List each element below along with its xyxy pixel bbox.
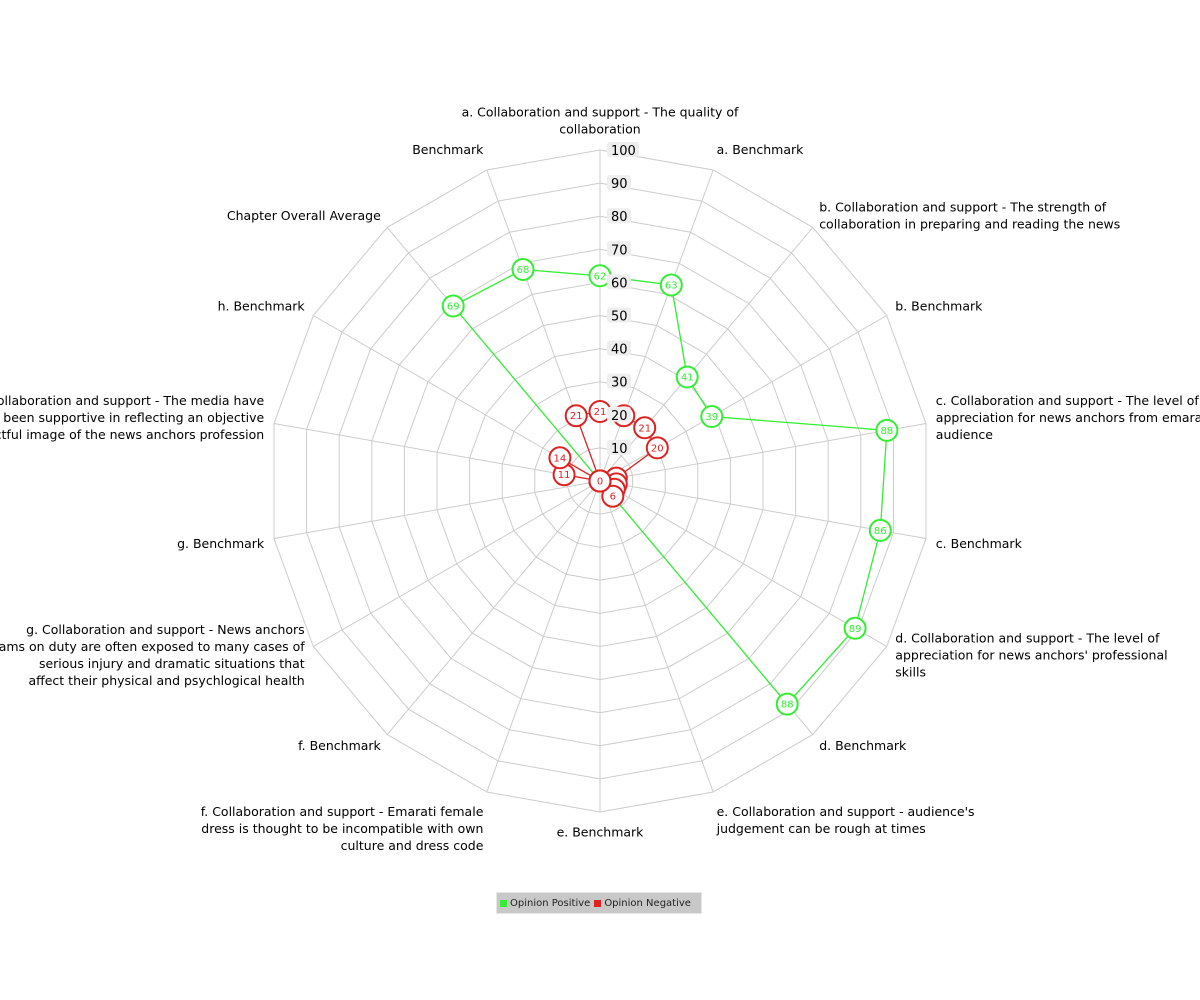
data-point xyxy=(843,616,867,640)
tick-label-80: 80 xyxy=(611,210,628,225)
data-point xyxy=(675,365,699,389)
data-label: 0 xyxy=(597,477,603,488)
legend-item-positive: Opinion Positive xyxy=(500,898,590,909)
data-label: 6 xyxy=(610,492,616,503)
legend-swatch-negative xyxy=(594,899,602,907)
legend: Opinion Positive Opinion Negative xyxy=(496,892,702,914)
grid-spoke-10 xyxy=(486,480,601,793)
data-point xyxy=(441,294,465,318)
grid-spoke-11 xyxy=(386,480,601,735)
series-0: 6263413988868988000000006968 xyxy=(441,258,899,716)
tick-label-100: 100 xyxy=(611,144,636,159)
legend-label-negative: Opinion Negative xyxy=(604,897,691,909)
grid-spoke-4 xyxy=(599,423,927,482)
axis-label-13: g. Benchmark xyxy=(177,536,265,551)
tick-bg-10 xyxy=(607,439,631,455)
tick-bg-60 xyxy=(607,274,631,290)
grid-spoke-8 xyxy=(599,480,714,793)
data-point xyxy=(564,404,588,428)
axis-label-6: d. Collaboration and support - The level… xyxy=(895,631,1167,680)
data-label: 20 xyxy=(651,443,664,454)
grid-spoke-14 xyxy=(273,423,601,482)
tick-label-40: 40 xyxy=(611,343,628,358)
data-label: 21 xyxy=(594,407,607,418)
tick-label-30: 30 xyxy=(611,376,628,391)
tick-label-90: 90 xyxy=(611,177,628,192)
data-point xyxy=(548,446,572,470)
axis-label-4: c. Collaboration and support - The level… xyxy=(936,393,1200,442)
data-label: 89 xyxy=(849,624,862,635)
axis-label-7: d. Benchmark xyxy=(819,738,907,753)
data-point xyxy=(645,436,669,460)
data-point xyxy=(868,518,892,542)
axis-label-14: h. Collaboration and support - The media… xyxy=(0,393,265,442)
grid-spoke-12 xyxy=(313,480,601,647)
tick-bg-70 xyxy=(607,241,631,257)
data-label: 68 xyxy=(517,265,530,276)
grid-spoke-13 xyxy=(273,480,601,539)
series-layer: 6263413988868988000000006968212121205556… xyxy=(441,258,899,716)
tick-bg-90 xyxy=(607,175,631,191)
grid-spoke-2 xyxy=(599,227,814,482)
data-point xyxy=(700,405,724,428)
data-label: 41 xyxy=(681,373,694,384)
axis-label-1: a. Benchmark xyxy=(717,142,805,157)
tick-bg-50 xyxy=(607,307,631,323)
axis-label-5: c. Benchmark xyxy=(936,536,1023,551)
data-label: 88 xyxy=(781,700,794,711)
axis-label-2: b. Collaboration and support - The stren… xyxy=(819,199,1120,231)
legend-swatch-positive xyxy=(500,899,507,907)
data-label: 69 xyxy=(447,302,460,313)
axis-label-0: a. Collaboration and support - The quali… xyxy=(462,105,739,137)
tick-bg-80 xyxy=(607,208,631,224)
axis-label-16: Chapter Overall Average xyxy=(227,208,381,223)
data-point xyxy=(659,273,683,297)
tick-label-20: 20 xyxy=(611,409,628,424)
data-label: 21 xyxy=(570,411,583,422)
axis-labels: a. Collaboration and support - The quali… xyxy=(0,105,1200,853)
tick-bg-40 xyxy=(607,340,631,356)
axis-label-17: Benchmark xyxy=(412,142,484,157)
series-line-0 xyxy=(452,268,888,706)
tick-label-50: 50 xyxy=(611,310,628,325)
axis-label-3: b. Benchmark xyxy=(895,299,983,314)
tick-label-70: 70 xyxy=(611,243,628,258)
data-label: 63 xyxy=(665,281,678,292)
axis-label-12: g. Collaboration and support - News anch… xyxy=(0,622,305,688)
tick-bg-100 xyxy=(607,142,639,157)
data-point xyxy=(875,418,899,442)
axis-label-9: e. Benchmark xyxy=(557,825,645,840)
tick-label-10: 10 xyxy=(611,442,628,457)
tick-label-60: 60 xyxy=(611,276,628,291)
data-label: 11 xyxy=(558,470,571,481)
tick-bg-20 xyxy=(607,406,631,422)
data-point xyxy=(511,258,535,281)
legend-item-negative: Opinion Negative xyxy=(594,898,691,909)
data-label: 88 xyxy=(881,426,894,437)
legend-label-positive: Opinion Positive xyxy=(510,897,591,909)
axis-label-10: f. Collaboration and support - Emarati f… xyxy=(201,804,484,853)
data-label: 14 xyxy=(554,453,567,464)
data-point xyxy=(601,484,625,508)
radial-tick-labels: 10 20 30 40 50 60 70 80 90 100 xyxy=(607,142,639,457)
data-label: 86 xyxy=(874,526,887,537)
grid-spoke-6 xyxy=(599,480,887,647)
data-label: 21 xyxy=(638,423,651,434)
data-label: 39 xyxy=(705,412,718,423)
tick-bg-30 xyxy=(607,373,631,389)
axis-label-8: e. Collaboration and support - audience'… xyxy=(716,804,975,836)
data-point xyxy=(775,692,799,716)
data-point xyxy=(633,416,657,440)
axis-label-15: h. Benchmark xyxy=(218,299,306,314)
grid-spoke-1 xyxy=(599,169,714,482)
data-point xyxy=(588,469,612,493)
data-label: 62 xyxy=(594,271,607,282)
axis-label-11: f. Benchmark xyxy=(298,738,381,753)
